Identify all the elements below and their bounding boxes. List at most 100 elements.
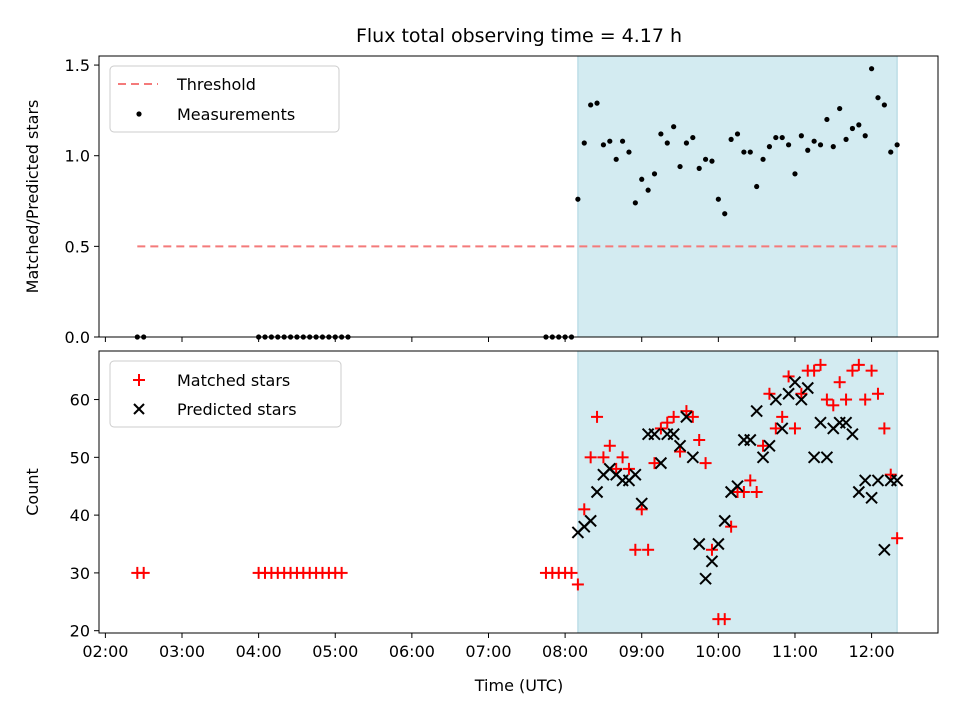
x-tick-label: 07:00: [465, 642, 511, 661]
ratio-panel: 0.0 0.5 1.0 1.5 Matched/Predicted stars Thr…: [23, 55, 939, 347]
measurement-point: [626, 149, 632, 155]
predicted-star-point: [769, 393, 783, 406]
matched-star-point: [827, 399, 840, 412]
x-axis-label: Time (UTC): [474, 676, 563, 695]
matched-star-point: [616, 451, 629, 464]
y-tick-label: 1.0: [65, 147, 90, 166]
predicted-star-point: [635, 497, 648, 510]
x-tick-label: 08:00: [542, 642, 588, 661]
predicted-star-point: [890, 474, 904, 487]
measurement-point: [613, 156, 619, 162]
measurement-point: [690, 134, 696, 141]
measurement-point: [868, 66, 875, 72]
predicted-star-point: [629, 468, 642, 481]
measurement-point: [581, 140, 587, 146]
predicted-star-point: [801, 381, 814, 395]
measurement-point: [754, 183, 760, 190]
measurement-point: [600, 142, 607, 148]
measurement-point: [696, 165, 702, 171]
predicted-star-point: [782, 387, 795, 400]
ratio-legend: Threshold Measurements: [109, 65, 340, 133]
predicted-star-point: [667, 428, 680, 441]
predicted-star-point: [750, 404, 763, 418]
predicted-star-point: [814, 416, 827, 429]
predicted-star-point: [680, 410, 693, 424]
measurement-point: [862, 133, 868, 139]
matched-star-point: [820, 393, 833, 406]
predicted-star-point: [692, 537, 706, 551]
matched-star-point: [737, 486, 750, 498]
matched-star-point: [603, 439, 616, 452]
predicted-star-point: [648, 428, 661, 441]
count-axes-frame: [98, 350, 939, 634]
matched-star-point: [610, 462, 623, 475]
measurement-point: [830, 144, 836, 150]
legend-measurements-swatch: [136, 111, 142, 117]
ratio-x-ticks: [104, 337, 873, 342]
matched-star-point: [335, 566, 348, 579]
measurement-point: [671, 124, 677, 130]
matched-star-point: [757, 439, 770, 452]
measurement-point: [881, 102, 887, 108]
matched-star-point: [591, 410, 604, 423]
predicted-star-point: [852, 485, 866, 499]
y-tick-label: 60: [70, 391, 90, 410]
predicted-star-point: [807, 451, 821, 464]
measurement-point: [888, 149, 894, 155]
ratio-y-axis-label: Matched/Predicted stars: [23, 100, 42, 294]
measurement-point: [856, 122, 862, 128]
y-tick-label: 1.5: [65, 56, 90, 75]
measurement-points: [134, 66, 900, 340]
measurement-point: [594, 100, 600, 106]
measurement-point: [805, 147, 811, 153]
measurement-point: [575, 196, 581, 202]
measurement-point: [619, 138, 626, 144]
matched-star-point: [648, 457, 661, 470]
observing-span-top: [577, 55, 898, 338]
matched-star-point: [871, 387, 884, 400]
predicted-star-point: [846, 428, 859, 441]
predicted-star-point: [775, 422, 789, 435]
measurement-point: [843, 136, 849, 142]
y-tick-label: 50: [70, 448, 90, 467]
y-tick-label: 0.0: [65, 328, 90, 347]
chart-title: Flux total observing time = 4.17 h: [356, 25, 682, 47]
matched-star-point: [788, 422, 801, 435]
predicted-star-point: [839, 416, 853, 429]
matched-star-point: [878, 422, 891, 435]
x-tick-label: 11:00: [772, 642, 818, 661]
matched-star-point: [137, 566, 150, 579]
measurement-point: [683, 140, 690, 146]
matched-star-point: [699, 457, 712, 470]
predicted-star-point: [584, 514, 597, 528]
measurement-point: [664, 140, 670, 146]
x-tick-label: 02:00: [82, 642, 128, 661]
matched-star-point: [629, 543, 642, 556]
matched-star-point: [571, 578, 584, 591]
predicted-star-point: [590, 485, 604, 499]
predicted-star-point: [878, 543, 891, 556]
ratio-axes-frame: [98, 55, 939, 338]
matched-star-point: [865, 364, 878, 377]
predicted-star-point: [686, 451, 700, 464]
matched-star-point: [674, 445, 687, 458]
predicted-star-point: [744, 433, 757, 447]
matched-star-point: [667, 410, 680, 423]
matched-star-point: [891, 532, 904, 545]
matched-star-point: [661, 416, 674, 429]
matched-star-point: [686, 410, 699, 423]
x-tick-label: 05:00: [312, 642, 358, 661]
measurement-point: [894, 142, 900, 148]
matched-star-point: [795, 387, 808, 400]
ratio-y-ticks: 0.0 0.5 1.0 1.5: [65, 56, 99, 347]
count-x-ticks: 02:00 03:00 04:00 05:00 06:00 07:00 08:00 09:00…: [82, 633, 895, 661]
measurement-point: [658, 131, 664, 137]
measurement-point: [747, 149, 753, 155]
legend-predicted-swatch: [133, 403, 145, 415]
matched-star-point: [565, 566, 578, 579]
measurement-point: [773, 134, 779, 141]
measurement-point: [651, 171, 658, 177]
predicted-stars-points: [571, 375, 904, 585]
predicted-star-point: [788, 375, 802, 389]
matched-star-point: [776, 410, 789, 423]
